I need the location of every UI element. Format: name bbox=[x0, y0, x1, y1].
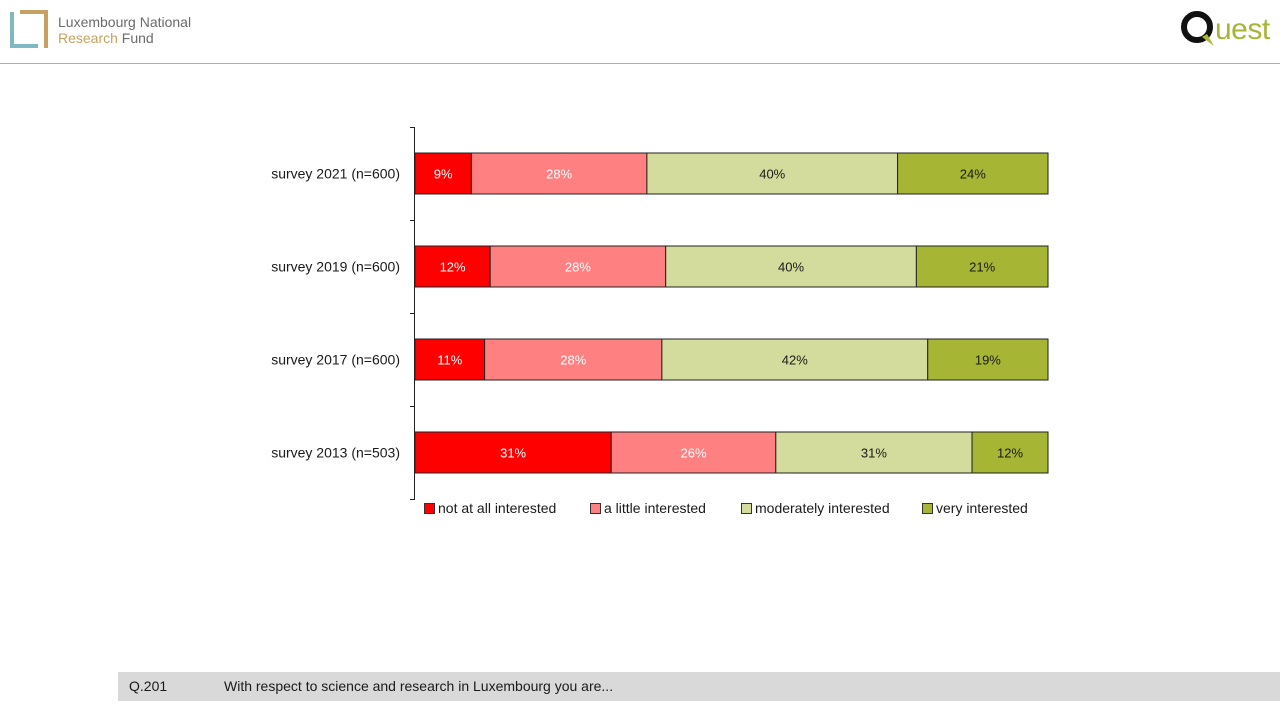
data-label: 31% bbox=[500, 446, 526, 461]
lnr-name-rest: Fund bbox=[117, 30, 154, 46]
bar-segment bbox=[661, 338, 929, 381]
question-footer: Q.201 With respect to science and resear… bbox=[118, 672, 1280, 701]
legend-label: very interested bbox=[936, 500, 1028, 516]
legend-swatch bbox=[424, 502, 435, 514]
legend-swatch bbox=[741, 502, 752, 514]
data-label: 11% bbox=[437, 353, 462, 368]
bar-segment bbox=[927, 338, 1049, 381]
bar-segment bbox=[414, 338, 486, 381]
legend-label: not at all interested bbox=[438, 500, 557, 516]
bar-segment bbox=[470, 152, 648, 195]
data-label: 9% bbox=[434, 167, 453, 182]
bar-segment bbox=[484, 338, 663, 381]
data-label: 40% bbox=[759, 167, 785, 182]
quest-logo: uest bbox=[1180, 10, 1270, 52]
category-label: survey 2021 (n=600) bbox=[271, 166, 400, 182]
legend-item: a little interested bbox=[590, 500, 706, 516]
chart-legend: not at all interested a little interested… bbox=[0, 500, 1280, 520]
legend-item: very interested bbox=[922, 500, 1028, 516]
legend-item: not at all interested bbox=[424, 500, 556, 516]
header-divider bbox=[0, 63, 1280, 64]
category-label: survey 2013 (n=503) bbox=[271, 445, 400, 461]
bar-segment bbox=[646, 152, 899, 195]
legend-label: a little interested bbox=[604, 500, 706, 516]
legend-label: moderately interested bbox=[755, 500, 890, 516]
bar-segment bbox=[414, 431, 612, 474]
quest-q-icon bbox=[1181, 11, 1214, 46]
bar-segment bbox=[665, 245, 917, 288]
chart-axis: survey 2021 (n=600) survey 2019 (n=600) su… bbox=[271, 127, 415, 500]
header: Luxembourg National Research Fund uest bbox=[0, 0, 1280, 63]
question-text: With respect to science and research in … bbox=[224, 678, 614, 694]
bar-segment bbox=[897, 152, 1049, 195]
bar-segment bbox=[414, 245, 491, 288]
category-label: survey 2017 (n=600) bbox=[271, 352, 400, 368]
data-label: 31% bbox=[861, 446, 887, 461]
chart-bars: 9% 28% 40% 24% 12% 28% 40% 21% 11% 28% 42% 19% 31% 26… bbox=[414, 152, 1049, 474]
bar-segment bbox=[915, 245, 1049, 288]
data-label: 40% bbox=[778, 260, 804, 275]
lnr-logo: Luxembourg National Research Fund bbox=[10, 10, 200, 52]
lnr-name-line2: Research Fund bbox=[58, 30, 191, 46]
data-label: 12% bbox=[440, 260, 466, 275]
legend-item: moderately interested bbox=[741, 500, 890, 516]
bar-segment bbox=[971, 431, 1049, 474]
question-code: Q.201 bbox=[129, 678, 168, 694]
category-label: survey 2019 (n=600) bbox=[271, 259, 400, 275]
legend-swatch bbox=[922, 502, 933, 514]
data-label: 28% bbox=[565, 260, 591, 275]
data-label: 28% bbox=[546, 167, 572, 182]
data-label: 21% bbox=[969, 260, 995, 275]
stacked-bar-chart: survey 2021 (n=600) survey 2019 (n=600) su… bbox=[271, 127, 1049, 500]
lnr-name-line1: Luxembourg National bbox=[58, 14, 192, 30]
lnr-logo-icon bbox=[10, 10, 48, 48]
data-label: 42% bbox=[782, 353, 808, 368]
lnr-name-accent: Research bbox=[58, 30, 118, 46]
bar-segment bbox=[610, 431, 777, 474]
data-label: 19% bbox=[975, 353, 1001, 368]
data-label: 12% bbox=[997, 446, 1023, 461]
data-label: 24% bbox=[960, 167, 986, 182]
quest-wordmark: uest bbox=[1215, 13, 1270, 46]
data-label: 28% bbox=[560, 353, 586, 368]
data-label: 26% bbox=[681, 446, 707, 461]
bar-segment bbox=[489, 245, 667, 288]
lnr-name: Luxembourg National Research Fund bbox=[58, 14, 191, 46]
bar-segment bbox=[775, 431, 973, 474]
bar-segment bbox=[414, 152, 472, 195]
legend-swatch bbox=[590, 502, 601, 514]
